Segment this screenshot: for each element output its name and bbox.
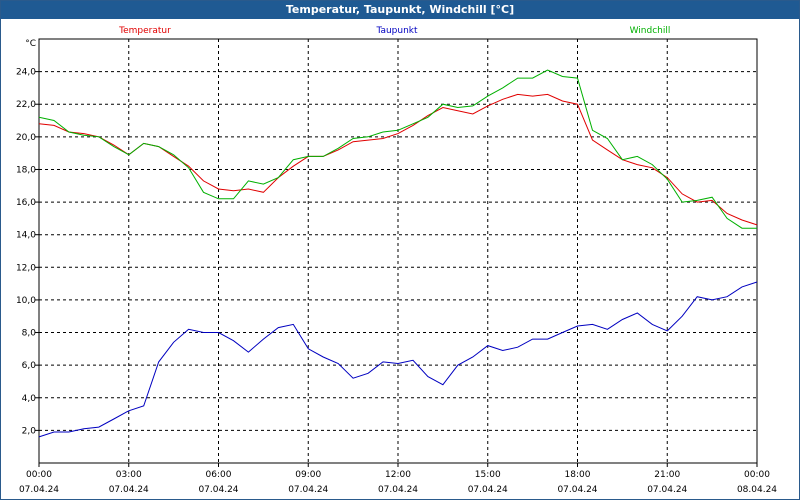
y-tick-label: 18,0: [16, 165, 36, 175]
x-tick-date: 07.04.24: [378, 485, 418, 495]
y-tick-label: 2,0: [22, 426, 37, 436]
x-tick-time: 00:00: [744, 470, 770, 480]
x-tick-time: 12:00: [385, 470, 411, 480]
legend-temperatur: Temperatur: [118, 26, 171, 36]
y-tick-label: 8,0: [22, 329, 37, 339]
y-tick-label: 6,0: [22, 361, 37, 371]
x-tick-date: 07.04.24: [557, 485, 597, 495]
x-tick-date: 07.04.24: [109, 485, 149, 495]
chart-title: Temperatur, Taupunkt, Windchill [°C]: [1, 1, 799, 19]
x-tick-date: 07.04.24: [19, 485, 59, 495]
x-tick-time: 06:00: [206, 470, 232, 480]
y-tick-label: 12,0: [16, 263, 36, 273]
series-line-windchill: [38, 69, 757, 229]
x-tick-time: 03:00: [116, 470, 142, 480]
y-tick-label: 4,0: [22, 394, 37, 404]
y-tick-label: 24,0: [16, 68, 36, 78]
x-tick-time: 15:00: [475, 470, 501, 480]
x-tick-time: 21:00: [654, 470, 680, 480]
y-tick-label: 20,0: [16, 133, 36, 143]
series-line-taupunkt: [38, 281, 758, 438]
x-tick-date: 07.04.24: [198, 485, 238, 495]
x-tick-date: 07.04.24: [288, 485, 328, 495]
y-tick-label: 22,0: [16, 100, 36, 110]
x-tick-date: 07.04.24: [468, 485, 508, 495]
x-tick-time: 00:00: [26, 470, 52, 480]
x-tick-time: 09:00: [295, 470, 321, 480]
x-tick-time: 18:00: [565, 470, 591, 480]
y-tick-label: 16,0: [16, 198, 36, 208]
x-tick-date: 08.04.24: [737, 485, 777, 495]
x-tick-date: 07.04.24: [647, 485, 687, 495]
y-tick-label: 10,0: [16, 296, 36, 306]
y-axis-unit: °C: [25, 39, 36, 49]
legend-windchill: Windchill: [630, 26, 671, 36]
y-tick-label: 14,0: [16, 231, 36, 241]
legend-taupunkt: Taupunkt: [375, 26, 418, 36]
